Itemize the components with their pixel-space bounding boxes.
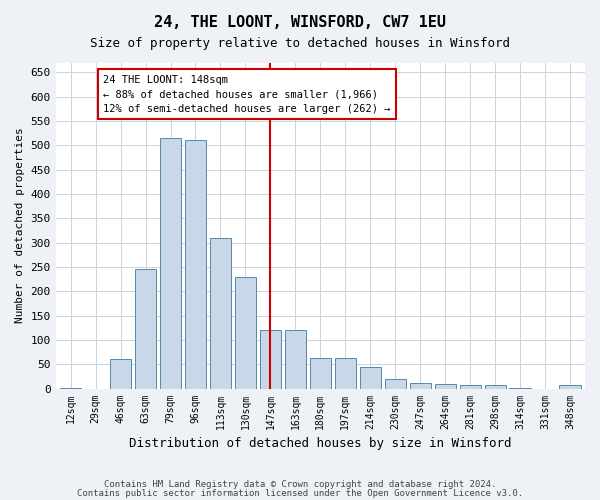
Bar bbox=[559, 385, 581, 388]
Bar bbox=[485, 385, 506, 388]
Bar bbox=[135, 270, 156, 388]
Bar bbox=[359, 366, 381, 388]
Y-axis label: Number of detached properties: Number of detached properties bbox=[15, 128, 25, 324]
Bar bbox=[335, 358, 356, 388]
Text: Contains HM Land Registry data © Crown copyright and database right 2024.: Contains HM Land Registry data © Crown c… bbox=[104, 480, 496, 489]
X-axis label: Distribution of detached houses by size in Winsford: Distribution of detached houses by size … bbox=[129, 437, 512, 450]
Bar bbox=[210, 238, 231, 388]
Bar bbox=[385, 379, 406, 388]
Text: Contains public sector information licensed under the Open Government Licence v3: Contains public sector information licen… bbox=[77, 489, 523, 498]
Bar bbox=[235, 276, 256, 388]
Bar bbox=[460, 384, 481, 388]
Bar bbox=[160, 138, 181, 388]
Bar bbox=[285, 330, 306, 388]
Text: Size of property relative to detached houses in Winsford: Size of property relative to detached ho… bbox=[90, 38, 510, 51]
Bar bbox=[434, 384, 456, 388]
Bar bbox=[185, 140, 206, 388]
Text: 24 THE LOONT: 148sqm
← 88% of detached houses are smaller (1,966)
12% of semi-de: 24 THE LOONT: 148sqm ← 88% of detached h… bbox=[103, 74, 391, 114]
Bar bbox=[410, 382, 431, 388]
Text: 24, THE LOONT, WINSFORD, CW7 1EU: 24, THE LOONT, WINSFORD, CW7 1EU bbox=[154, 15, 446, 30]
Bar bbox=[110, 360, 131, 388]
Bar bbox=[310, 358, 331, 388]
Bar bbox=[260, 330, 281, 388]
